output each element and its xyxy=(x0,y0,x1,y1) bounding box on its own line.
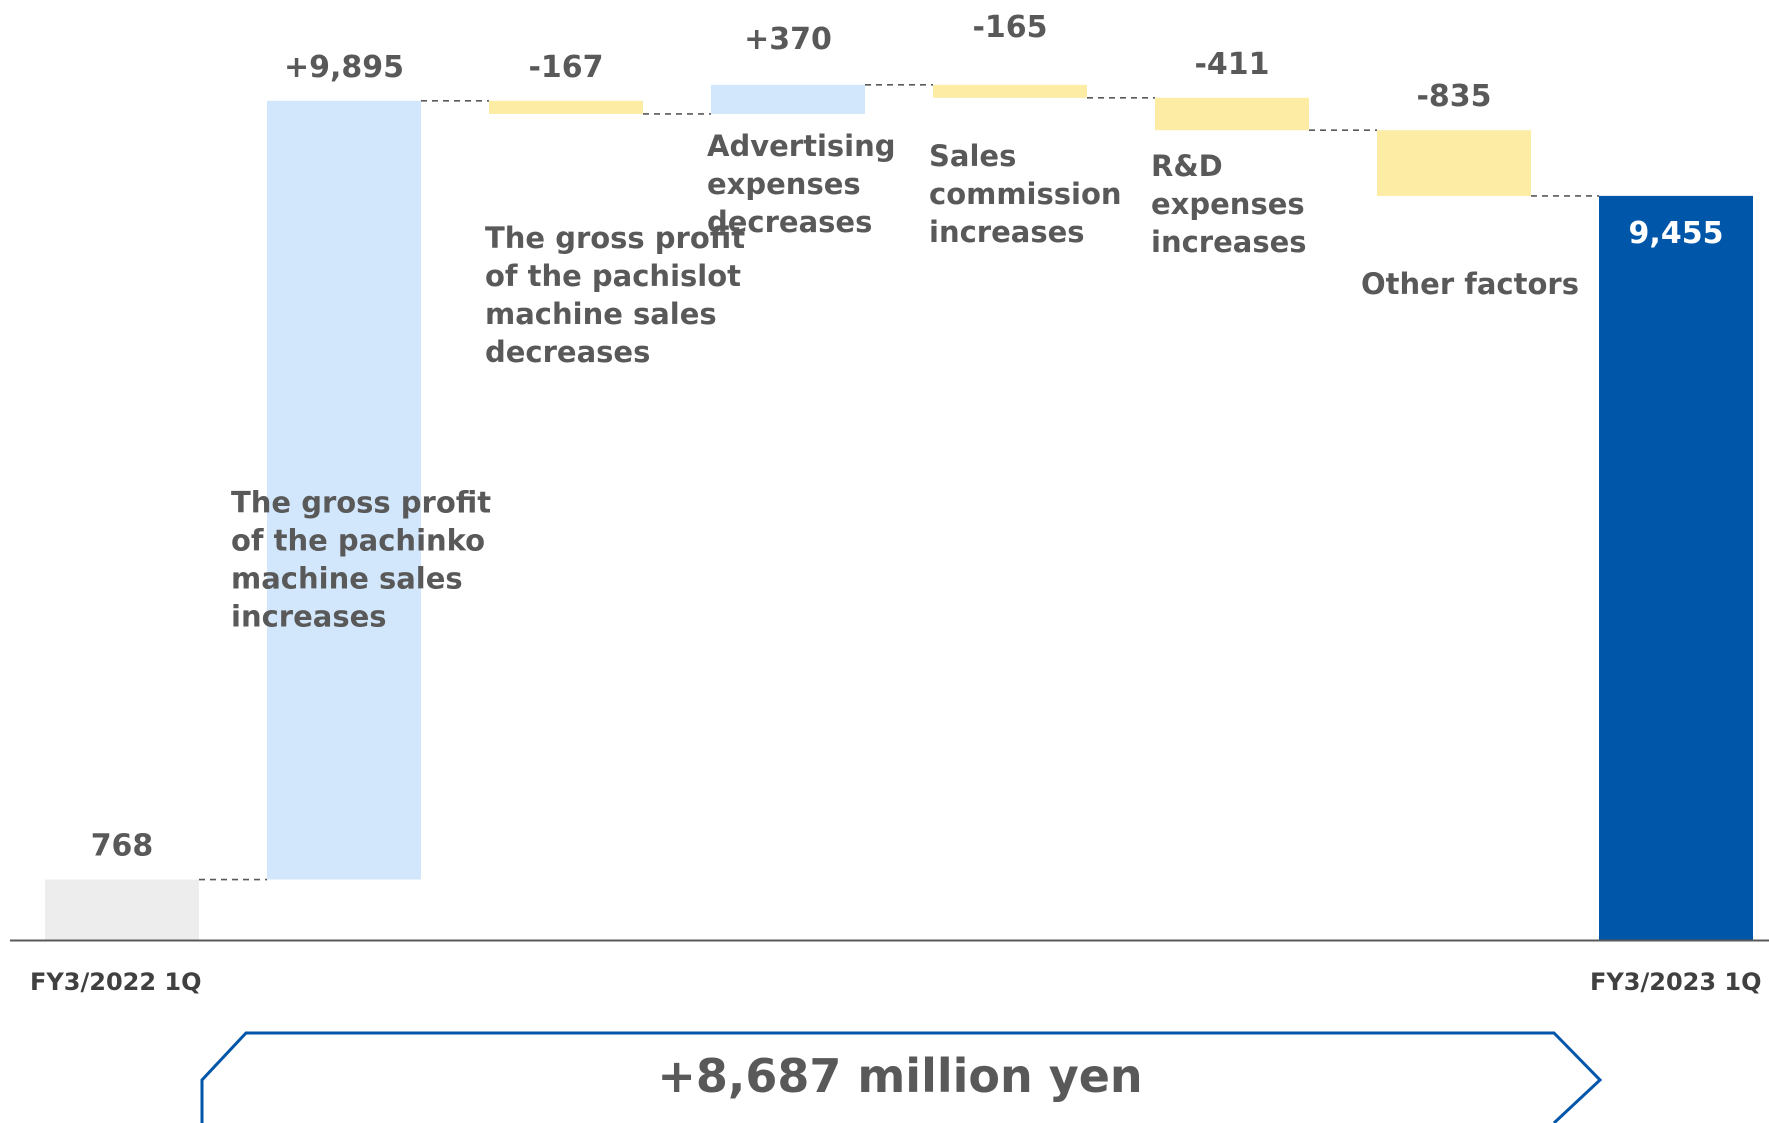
desc-label-5-2: increases xyxy=(1151,225,1307,259)
value-label-5: -411 xyxy=(1194,47,1269,82)
value-label-2: -167 xyxy=(528,50,603,85)
desc-label-2-2: machine sales xyxy=(485,297,717,331)
value-label-6: -835 xyxy=(1416,79,1491,114)
desc-label-5-1: expenses xyxy=(1151,187,1305,221)
value-label-1: +9,895 xyxy=(284,50,404,85)
desc-label-1-2: machine sales xyxy=(231,562,463,596)
value-label-3: +370 xyxy=(744,22,832,57)
bar-0 xyxy=(45,879,199,940)
bar-2 xyxy=(489,100,643,114)
summary-callout: +8,687 million yen xyxy=(200,1031,1603,1123)
summary-text: +8,687 million yen xyxy=(657,1049,1142,1103)
value-label-4: -165 xyxy=(972,10,1047,45)
axis-label-7: FY3/2023 1Q xyxy=(1590,968,1762,996)
bar-1 xyxy=(267,100,421,880)
desc-label-3-0: Advertising xyxy=(707,129,896,163)
summary-arrow-outline xyxy=(200,1031,1603,1123)
value-label-7: 9,455 xyxy=(1629,216,1724,251)
desc-label-2-3: decreases xyxy=(485,335,650,369)
desc-label-3-2: decreases xyxy=(707,205,872,239)
bar-5 xyxy=(1155,97,1309,131)
desc-label-4-1: commission xyxy=(929,177,1122,211)
desc-label-1-3: increases xyxy=(231,600,387,634)
value-label-0: 768 xyxy=(91,829,154,864)
desc-label-4-0: Sales xyxy=(929,139,1016,173)
connector-lines xyxy=(199,84,1599,881)
desc-label-1-0: The gross profit xyxy=(231,486,491,520)
labels: 768 FY3/2022 1Q +9,895 The gross profit of t… xyxy=(30,10,1762,996)
bars xyxy=(45,84,1753,941)
bar-7 xyxy=(1599,195,1753,941)
bar-4 xyxy=(933,84,1087,98)
bar-3 xyxy=(711,84,865,114)
desc-label-3-1: expenses xyxy=(707,167,861,201)
bar-6 xyxy=(1377,130,1531,196)
desc-label-5-0: R&D xyxy=(1151,149,1223,183)
desc-label-2-0: The gross profit xyxy=(485,221,745,255)
desc-label-4-2: increases xyxy=(929,215,1085,249)
desc-label-2-1: of the pachislot xyxy=(485,259,741,293)
desc-label-1-1: of the pachinko xyxy=(231,524,485,558)
axis-label-0: FY3/2022 1Q xyxy=(30,968,202,996)
desc-label-6-0: Other factors xyxy=(1361,267,1579,301)
